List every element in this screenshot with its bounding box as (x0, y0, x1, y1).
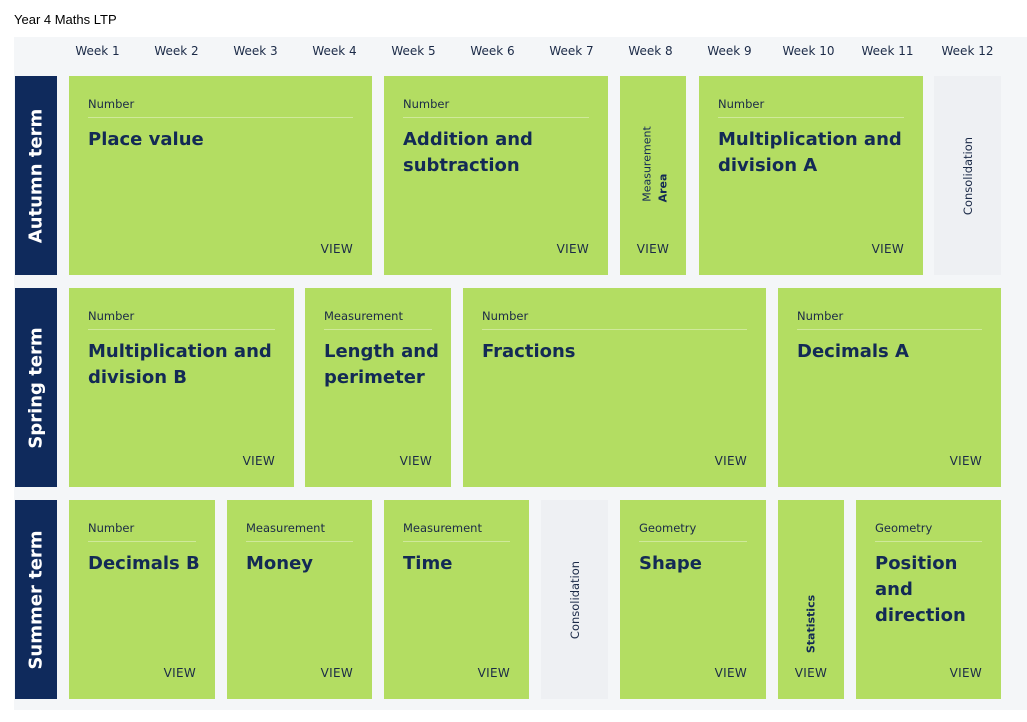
unit-category: Geometry (875, 521, 982, 542)
unit-title: Position and direction (875, 553, 966, 626)
week-header: Week 9 (707, 44, 752, 58)
week-header: Week 11 (861, 44, 914, 58)
week-header: Week 7 (549, 44, 594, 58)
week-header: Week 4 (312, 44, 357, 58)
week-header: Week 12 (941, 44, 994, 58)
unit-category: Number (88, 309, 275, 330)
unit-card-length-perimeter[interactable]: Measurement Length and perimeter VIEW (305, 288, 451, 487)
unit-title: Place value (88, 129, 204, 150)
view-link[interactable]: VIEW (794, 666, 828, 680)
summer-term-text: Summer term (25, 529, 47, 670)
week-header: Week 1 (75, 44, 120, 58)
unit-category: Number (88, 97, 353, 118)
view-link[interactable]: VIEW (636, 242, 670, 256)
unit-card-addition-subtraction[interactable]: Number Addition and subtraction VIEW (384, 76, 608, 275)
unit-card-multiplication-division-b[interactable]: Number Multiplication and division B VIE… (69, 288, 294, 487)
unit-card-area[interactable]: Measurement Area VIEW (620, 76, 686, 275)
unit-category: Number (482, 309, 747, 330)
autumn-term-text: Autumn term (25, 108, 47, 243)
unit-card-position-direction[interactable]: Geometry Position and direction VIEW (856, 500, 1001, 699)
unit-title: Decimals A (797, 341, 909, 362)
unit-category: Number (797, 309, 982, 330)
unit-title: Statistics (804, 594, 818, 654)
unit-title: Multiplication and division A (718, 129, 902, 176)
unit-card-shape[interactable]: Geometry Shape VIEW (620, 500, 766, 699)
unit-title: Area (656, 173, 670, 203)
summer-term-label: Summer term (15, 500, 57, 699)
unit-title: Shape (639, 553, 703, 574)
unit-category: Measurement (324, 309, 432, 330)
unit-card-money[interactable]: Measurement Money VIEW (227, 500, 372, 699)
unit-card-time[interactable]: Measurement Time VIEW (384, 500, 529, 699)
spring-term-text: Spring term (25, 326, 47, 449)
unit-category: Geometry (639, 521, 747, 542)
unit-title: Addition and subtraction (403, 129, 533, 176)
view-link[interactable]: VIEW (399, 454, 432, 468)
unit-card-fractions[interactable]: Number Fractions VIEW (463, 288, 766, 487)
unit-category: Number (88, 521, 196, 542)
spring-term-label: Spring term (15, 288, 57, 487)
unit-card-decimals-b[interactable]: Number Decimals B VIEW (69, 500, 215, 699)
week-header: Week 5 (391, 44, 436, 58)
view-link[interactable]: VIEW (163, 666, 196, 680)
consolidation-text: Consolidation (960, 136, 975, 215)
unit-title: Time (403, 553, 453, 574)
unit-category: Number (403, 97, 589, 118)
view-link[interactable]: VIEW (242, 454, 275, 468)
unit-title: Length and perimeter (324, 341, 439, 388)
view-link[interactable]: VIEW (477, 666, 510, 680)
view-link[interactable]: VIEW (949, 454, 982, 468)
view-link[interactable]: VIEW (949, 666, 982, 680)
view-link[interactable]: VIEW (556, 242, 589, 256)
unit-category: Measurement (403, 521, 510, 542)
unit-title: Multiplication and division B (88, 341, 272, 388)
unit-title: Fractions (482, 341, 576, 362)
unit-title: Money (246, 553, 314, 574)
unit-card-decimals-a[interactable]: Number Decimals A VIEW (778, 288, 1001, 487)
page-title: Year 4 Maths LTP (14, 12, 117, 27)
view-link[interactable]: VIEW (871, 242, 904, 256)
view-link[interactable]: VIEW (714, 666, 747, 680)
unit-title: Decimals B (88, 553, 200, 574)
week-header: Week 3 (233, 44, 278, 58)
consolidation-block: Consolidation (934, 76, 1001, 275)
unit-category: Measurement (640, 126, 654, 202)
week-header: Week 2 (154, 44, 199, 58)
week-header: Week 10 (782, 44, 835, 58)
view-link[interactable]: VIEW (320, 666, 353, 680)
view-link[interactable]: VIEW (714, 454, 747, 468)
view-link[interactable]: VIEW (320, 242, 353, 256)
week-header: Week 8 (628, 44, 673, 58)
unit-card-place-value[interactable]: Number Place value VIEW (69, 76, 372, 275)
unit-category: Measurement (246, 521, 353, 542)
consolidation-block: Consolidation (541, 500, 608, 699)
consolidation-text: Consolidation (567, 560, 582, 639)
unit-category: Number (718, 97, 904, 118)
autumn-term-label: Autumn term (15, 76, 57, 275)
unit-card-statistics[interactable]: Statistics VIEW (778, 500, 844, 699)
week-header: Week 6 (470, 44, 515, 58)
unit-card-multiplication-division-a[interactable]: Number Multiplication and division A VIE… (699, 76, 923, 275)
